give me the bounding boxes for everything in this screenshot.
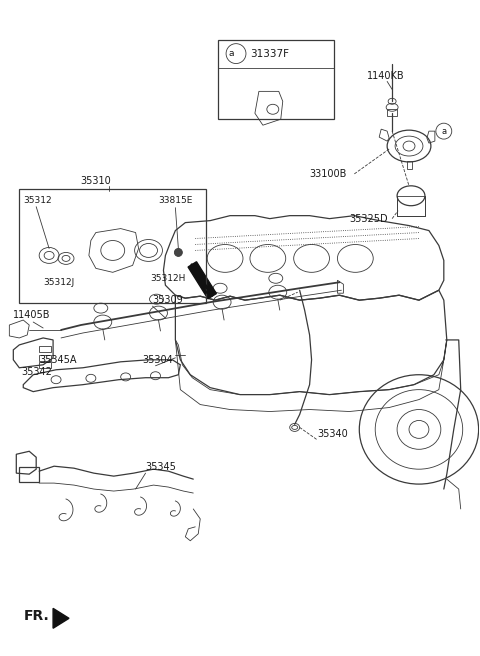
- Text: 35310: 35310: [81, 176, 111, 186]
- Bar: [397, 195, 425, 216]
- Polygon shape: [53, 608, 69, 628]
- Text: 33100B: 33100B: [310, 169, 347, 179]
- Bar: [39, 355, 51, 361]
- Bar: [39, 362, 51, 368]
- Text: a: a: [441, 127, 446, 136]
- Ellipse shape: [174, 249, 182, 256]
- Text: 35345A: 35345A: [39, 355, 77, 365]
- Bar: [387, 110, 397, 116]
- Text: 35345: 35345: [145, 462, 177, 472]
- Text: 1140KB: 1140KB: [367, 72, 405, 81]
- Bar: [19, 467, 39, 482]
- Text: 35342: 35342: [21, 367, 52, 377]
- Text: 33815E: 33815E: [158, 196, 193, 205]
- Text: 35340: 35340: [318, 430, 348, 440]
- Text: 35312H: 35312H: [151, 274, 186, 283]
- Bar: [39, 346, 51, 352]
- FancyArrow shape: [188, 262, 216, 299]
- Text: a: a: [228, 49, 234, 58]
- Text: 35304: 35304: [143, 355, 173, 365]
- Text: 35309: 35309: [153, 295, 183, 305]
- Text: 35312: 35312: [23, 196, 52, 205]
- Bar: [218, 39, 335, 119]
- Text: 11405B: 11405B: [13, 310, 51, 320]
- Text: FR.: FR.: [23, 609, 49, 623]
- Bar: [19, 189, 206, 303]
- Text: 31337F: 31337F: [250, 49, 289, 58]
- Text: 35312J: 35312J: [43, 277, 74, 287]
- Text: 35325D: 35325D: [349, 214, 388, 224]
